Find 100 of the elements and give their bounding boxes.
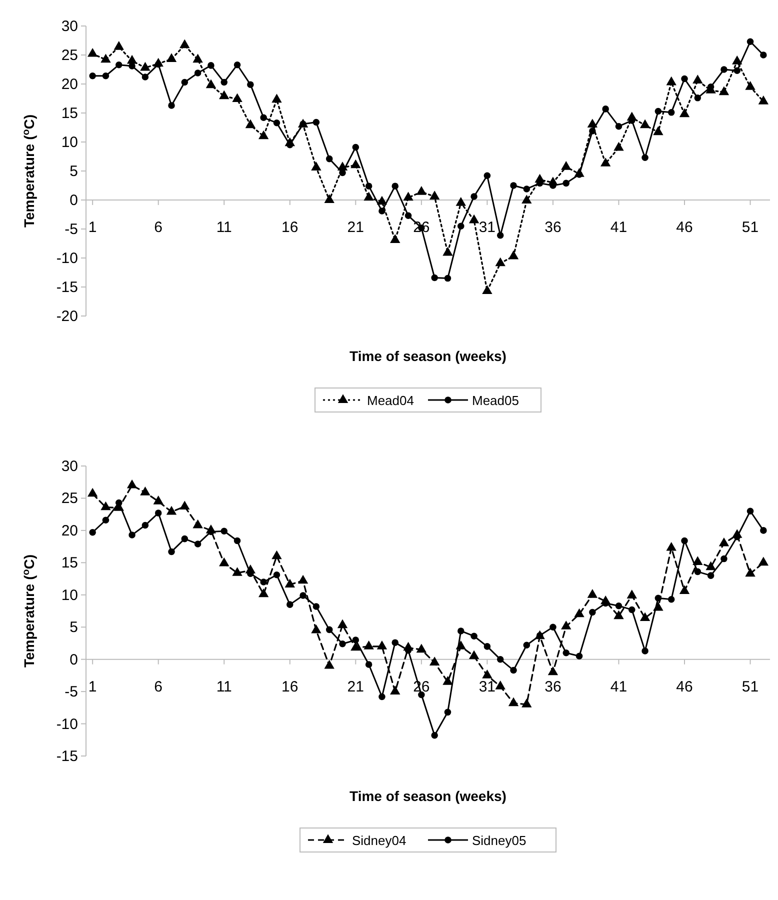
point (311, 624, 322, 634)
point (666, 542, 676, 551)
point (300, 592, 306, 599)
y-tick-label: 0 (70, 651, 78, 668)
point (166, 506, 177, 515)
x-tick-label: 36 (544, 219, 562, 236)
point (746, 38, 754, 46)
x-tick-label: 6 (154, 219, 163, 236)
point (140, 486, 150, 496)
point (681, 75, 688, 82)
x-tick-label: 21 (347, 678, 364, 696)
point (208, 62, 214, 69)
point (482, 285, 492, 294)
point (745, 81, 756, 90)
x-tick-label: 46 (676, 219, 693, 236)
x-tick-label: 41 (610, 219, 628, 236)
point (194, 70, 202, 76)
point (154, 60, 162, 68)
x-tick-label: 16 (282, 219, 298, 236)
point (220, 528, 228, 534)
point (484, 643, 491, 650)
point (260, 578, 267, 586)
point (615, 122, 622, 130)
point (496, 232, 504, 239)
point (550, 624, 556, 630)
point (442, 676, 453, 685)
point (576, 171, 583, 178)
point (734, 67, 740, 74)
point (114, 40, 124, 50)
point (392, 639, 398, 646)
point (758, 556, 769, 566)
point (128, 62, 136, 70)
point (350, 642, 361, 651)
legend-label: Mead04 (367, 393, 414, 408)
point (365, 661, 372, 668)
point (589, 608, 596, 616)
x-tick-label: 1 (88, 219, 97, 236)
point (116, 61, 122, 68)
point (642, 154, 648, 162)
point (100, 54, 111, 63)
point (337, 619, 348, 628)
point (548, 666, 558, 676)
point (180, 500, 190, 510)
y-tick-label: -5 (64, 684, 78, 701)
point (758, 96, 769, 104)
point (694, 94, 702, 102)
point (510, 666, 517, 674)
point (718, 86, 730, 96)
point (429, 190, 440, 200)
point (640, 119, 650, 128)
point (626, 590, 637, 598)
point (640, 612, 650, 622)
x-axis-title: Time of season (weeks) (350, 788, 506, 804)
x-tick-label: 31 (478, 219, 496, 236)
point (192, 54, 203, 63)
point (707, 572, 714, 579)
x-tick-label: 16 (282, 678, 298, 696)
y-tick-label: -15 (56, 748, 78, 765)
x-axis-title: Time of season (weeks) (350, 348, 506, 364)
point (431, 274, 438, 282)
point (364, 192, 374, 201)
point (352, 636, 360, 644)
point (614, 610, 624, 620)
point (168, 548, 175, 556)
x-tick-label: 31 (478, 678, 496, 696)
point (444, 708, 452, 716)
point (523, 186, 530, 192)
point (180, 39, 190, 48)
x-tick-label: 46 (676, 678, 693, 696)
point (258, 130, 269, 140)
point (312, 118, 320, 126)
point (181, 535, 188, 542)
point (484, 172, 491, 180)
point (154, 510, 162, 516)
point (365, 182, 372, 190)
y-tick-label: -10 (56, 250, 78, 267)
point (668, 109, 675, 116)
legend-label: Sidney04 (352, 833, 406, 848)
point (615, 602, 622, 610)
point (376, 640, 388, 650)
point (128, 532, 136, 538)
point (561, 620, 572, 630)
point (272, 550, 282, 560)
point (258, 588, 269, 598)
point (576, 652, 583, 660)
point (232, 567, 242, 576)
point (234, 61, 241, 68)
point (482, 670, 492, 678)
x-tick-label: 21 (347, 219, 364, 236)
point (522, 698, 532, 708)
point (326, 155, 333, 162)
point (404, 212, 412, 220)
point (470, 193, 478, 200)
point (390, 686, 400, 694)
point (760, 52, 767, 58)
point (219, 557, 230, 566)
point (284, 578, 295, 588)
y-tick-label: 15 (61, 554, 78, 572)
y-tick-label: 5 (70, 163, 78, 180)
point (694, 568, 702, 576)
